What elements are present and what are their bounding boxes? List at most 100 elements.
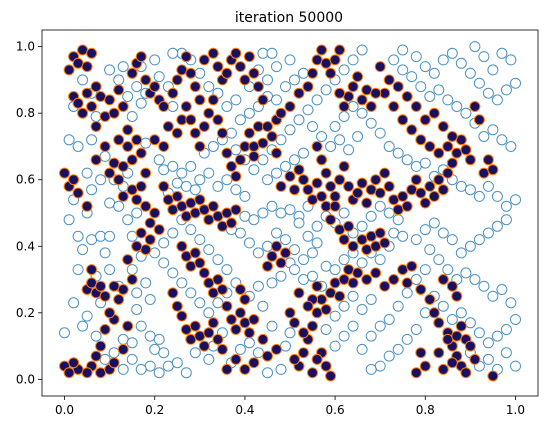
filled-point-144 [356, 177, 368, 189]
open-point-249 [487, 124, 499, 136]
filled-point-25 [122, 141, 134, 152]
open-point-325 [347, 320, 359, 332]
open-point-270 [482, 87, 494, 99]
open-point-136 [221, 174, 233, 186]
open-point-287 [284, 124, 296, 136]
filled-point-339 [135, 51, 147, 63]
open-point-36 [167, 101, 179, 112]
filled-point-304 [455, 320, 467, 332]
open-point-57 [144, 330, 156, 342]
filled-point-272 [311, 280, 323, 292]
filled-point-14 [99, 111, 111, 122]
filled-point-218 [203, 277, 215, 289]
open-point-107 [311, 237, 323, 249]
open-point-332 [86, 184, 98, 196]
filled-point-336 [126, 67, 138, 79]
axes-frame [41, 29, 539, 397]
filled-point-113 [221, 67, 233, 79]
open-point-193 [500, 200, 512, 212]
open-point-106 [302, 230, 314, 242]
open-point-294 [262, 174, 273, 186]
open-point-114 [320, 260, 332, 272]
open-point-247 [505, 141, 517, 152]
open-point-48 [122, 214, 134, 226]
filled-point-249 [271, 343, 282, 355]
filled-point-317 [293, 164, 305, 176]
filled-point-15 [104, 94, 116, 106]
filled-point-344 [248, 150, 260, 162]
filled-point-349 [487, 164, 499, 176]
open-point-79 [275, 363, 287, 375]
filled-point-223 [225, 314, 237, 325]
filled-point-259 [334, 290, 346, 302]
open-point-212 [478, 280, 490, 292]
open-point-99 [257, 207, 269, 219]
filled-point-232 [171, 300, 183, 312]
filled-point-251 [298, 347, 309, 359]
open-point-98 [248, 214, 260, 226]
open-point-281 [338, 64, 350, 76]
open-point-302 [167, 227, 179, 239]
filled-point-163 [442, 167, 454, 179]
filled-point-235 [185, 333, 197, 345]
open-point-219 [482, 337, 494, 349]
filled-point-117 [239, 74, 251, 86]
open-point-83 [257, 300, 269, 312]
filled-point-127 [307, 67, 318, 79]
filled-point-105 [180, 51, 192, 63]
open-point-211 [469, 274, 481, 285]
filled-point-4 [81, 61, 93, 73]
open-point-227 [410, 324, 422, 335]
open-point-314 [221, 264, 233, 276]
filled-point-320 [302, 184, 314, 196]
filled-point-329 [343, 220, 355, 232]
open-point-239 [410, 274, 422, 285]
open-point-291 [248, 164, 260, 176]
filled-point-176 [383, 74, 395, 86]
open-point-300 [185, 224, 197, 236]
filled-point-306 [464, 340, 476, 352]
filled-point-346 [473, 114, 485, 126]
open-point-174 [329, 121, 341, 132]
open-point-311 [212, 297, 224, 309]
filled-point-150 [383, 180, 395, 192]
open-point-192 [491, 190, 503, 202]
open-point-216 [510, 314, 521, 325]
open-point-110 [289, 264, 300, 276]
open-point-196 [491, 220, 503, 232]
open-point-306 [167, 267, 179, 279]
filled-point-59 [108, 357, 120, 369]
open-point-273 [510, 77, 521, 89]
filled-point-228 [248, 314, 260, 325]
filled-point-86 [203, 107, 215, 119]
filled-point-156 [410, 174, 422, 186]
open-point-0 [63, 134, 75, 146]
filled-point-108 [194, 94, 206, 106]
open-point-24 [104, 64, 116, 76]
open-point-134 [239, 190, 251, 202]
filled-point-40 [135, 227, 147, 239]
filled-point-330 [347, 240, 359, 252]
open-point-267 [455, 57, 467, 69]
filled-point-286 [388, 274, 400, 285]
filled-point-65 [95, 280, 107, 292]
open-point-33 [149, 54, 161, 66]
filled-point-298 [460, 367, 472, 379]
filled-point-321 [307, 194, 318, 206]
open-point-172 [343, 144, 355, 156]
x-tick-label-3: 0.6 [326, 403, 345, 417]
filled-point-166 [455, 134, 467, 146]
filled-point-79 [171, 127, 183, 139]
x-tick-label-2: 0.4 [235, 403, 254, 417]
filled-point-345 [469, 101, 481, 112]
open-point-130 [338, 207, 350, 219]
open-point-275 [496, 47, 508, 59]
filled-point-217 [198, 267, 210, 279]
filled-point-54 [68, 357, 80, 369]
open-point-299 [194, 234, 206, 246]
open-point-330 [81, 167, 93, 179]
open-point-115 [329, 264, 341, 276]
filled-point-265 [320, 360, 332, 372]
filled-point-130 [320, 57, 332, 69]
filled-point-301 [442, 333, 454, 345]
